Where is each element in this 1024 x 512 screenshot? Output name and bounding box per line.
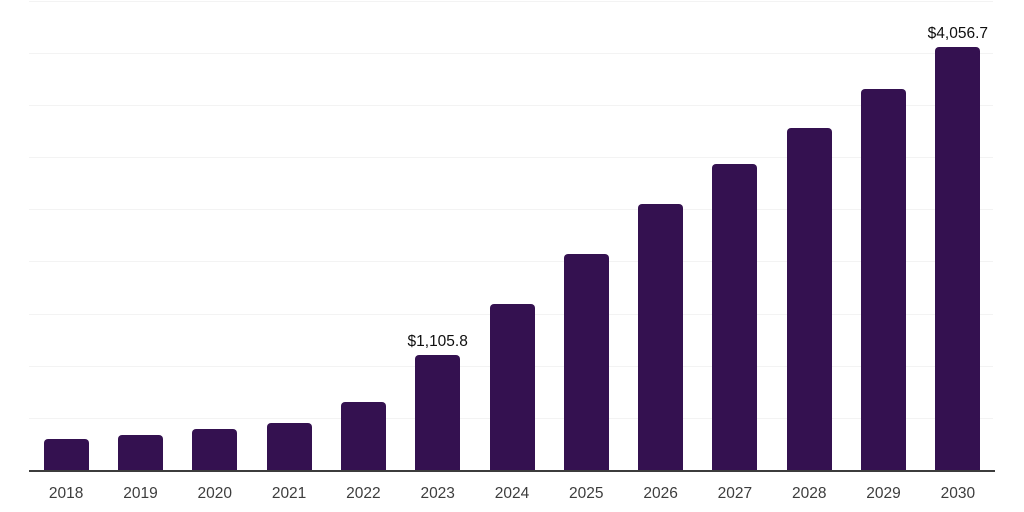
bar-2030 xyxy=(935,46,981,470)
bar-2023 xyxy=(415,354,461,470)
x-tick-label-2024: 2024 xyxy=(494,485,530,502)
x-tick-label-2025: 2025 xyxy=(569,485,604,502)
bar-2028 xyxy=(786,128,832,470)
gridline-3000 xyxy=(29,157,993,158)
bar-2021 xyxy=(266,422,312,470)
x-tick-label-2020: 2020 xyxy=(197,485,233,502)
gridline-4500 xyxy=(29,0,993,2)
bar-2020 xyxy=(192,428,238,470)
x-tick-label-2018: 2018 xyxy=(48,485,84,502)
x-tick-label-2026: 2026 xyxy=(643,485,678,502)
x-tick-label-2023: 2023 xyxy=(420,485,455,502)
x-tick-label-2021: 2021 xyxy=(271,485,307,502)
bar-2026 xyxy=(638,203,684,470)
x-tick-label-2022: 2022 xyxy=(346,485,381,502)
bar-2024 xyxy=(489,304,535,470)
bar-2022 xyxy=(340,401,386,470)
gridline-4000 xyxy=(29,52,993,54)
x-tick-label-2027: 2027 xyxy=(717,485,753,502)
x-tick-label-2029: 2029 xyxy=(866,485,901,502)
bar-2025 xyxy=(563,253,609,470)
gridline-2500 xyxy=(29,209,993,211)
gridline-2000 xyxy=(29,261,993,263)
bar-2019 xyxy=(117,435,163,470)
plot-area: $1,105.8 $4,056.7 xyxy=(29,0,995,472)
x-tick-label-2030: 2030 xyxy=(940,485,976,502)
bar-2018 xyxy=(43,439,89,470)
x-tick-label-2019: 2019 xyxy=(123,485,158,502)
gridline-3500 xyxy=(29,104,993,106)
bar-2027 xyxy=(712,164,758,470)
x-tick-label-2028: 2028 xyxy=(791,485,827,502)
bar-2029 xyxy=(861,89,907,470)
bar-value-label-2023: $1,105.8 xyxy=(407,332,468,350)
bar-value-label-2030: $4,056.7 xyxy=(927,24,989,42)
